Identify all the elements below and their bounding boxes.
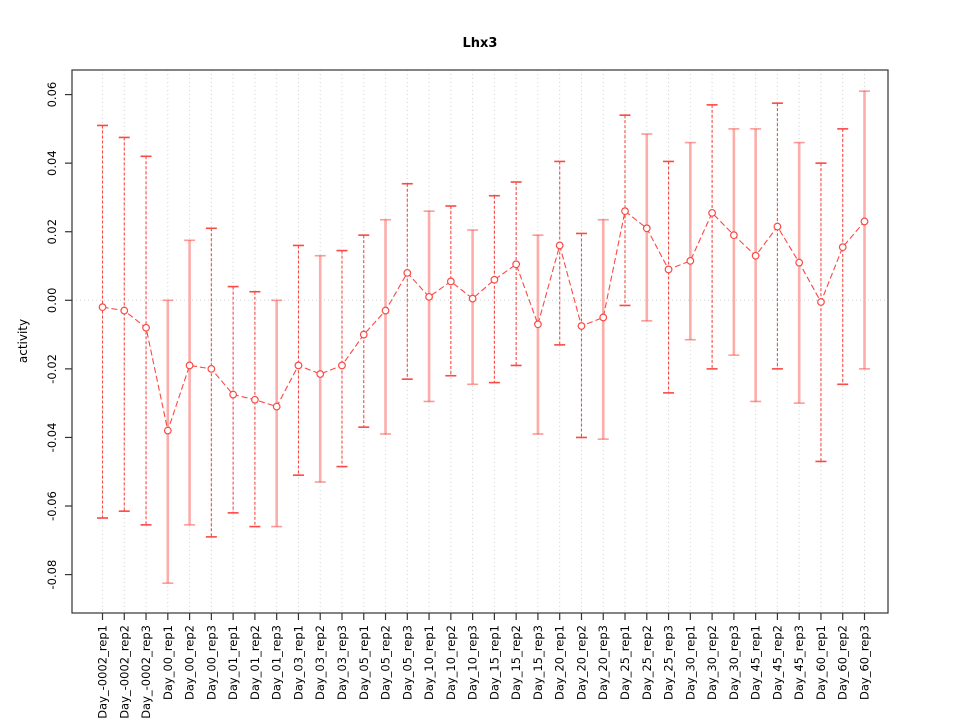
x-tick-label: Day_-0002_rep1 [96,625,110,719]
x-tick-label: Day_25_rep2 [640,625,654,700]
data-point [642,224,651,233]
x-tick-label: Day_15_rep1 [487,625,501,700]
x-tick-label: Day_25_rep3 [662,625,676,700]
data-point [490,275,499,284]
x-tick-label: Day_03_rep1 [291,625,305,700]
x-tick-label: Day_03_rep2 [313,625,327,700]
data-point [425,292,433,301]
y-axis-title: activity [16,319,30,363]
data-point [446,277,455,286]
data-point [860,217,869,226]
x-tick-label: Day_30_rep2 [705,625,719,700]
data-point [381,306,390,315]
y-tick-label: 0.02 [45,219,59,245]
data-point [185,361,194,370]
data-point [338,361,346,370]
data-point [316,370,325,378]
x-tick-label: Day_-0002_rep3 [139,625,153,719]
x-tick-label: Day_03_rep3 [335,625,349,700]
x-tick-label: Day_60_rep2 [836,625,850,700]
x-tick-label: Day_10_rep3 [466,625,480,700]
x-tick-label: Day_60_rep3 [858,625,872,700]
y-tick-label: 0.06 [45,82,59,108]
data-point [163,426,172,435]
data-point [817,298,825,306]
x-tick-label: Day_20_rep1 [553,625,567,700]
x-tick-label: Day_10_rep2 [444,625,458,700]
x-tick-label: Day_20_rep2 [574,625,588,700]
x-tick-label: Day_45_rep2 [770,625,784,700]
data-point [708,208,716,217]
data-point [272,402,281,411]
x-tick-label: Day_45_rep1 [749,625,763,700]
x-tick-label: Day_05_rep3 [400,625,414,700]
y-tick-label: -0.06 [45,491,59,521]
data-point [98,303,107,312]
data-point [599,313,608,322]
data-point [359,330,368,339]
y-tick-label: -0.02 [45,354,59,384]
data-point [751,251,760,260]
data-point [512,260,521,269]
data-point [534,320,542,329]
data-point [229,390,238,399]
plot-box [71,69,889,614]
data-point [838,243,847,252]
x-tick-label: Day_20_rep3 [596,625,610,700]
data-point [686,256,695,265]
data-point [795,258,804,267]
x-tick-label: Day_01_rep2 [248,625,262,700]
data-point [555,241,564,250]
x-tick-label: Day_05_rep2 [379,625,393,700]
data-point [468,294,477,303]
y-tick-label: 0.04 [45,150,59,176]
data-point [142,323,150,332]
y-tick-label: -0.04 [45,423,59,453]
data-point [664,265,673,274]
data-point [403,268,412,277]
x-tick-label: Day_10_rep1 [422,625,436,700]
x-tick-label: Day_15_rep2 [509,625,523,700]
y-tick-label: 0.00 [45,287,59,313]
x-tick-label: Day_00_rep1 [161,625,175,700]
data-point [207,364,216,373]
data-point [729,231,738,240]
data-point [120,306,129,315]
x-tick-label: Day_45_rep3 [792,625,806,700]
x-tick-label: Day_01_rep1 [226,625,240,700]
chart-generated-content: -0.08 -0.06 -0.04 -0.02 0.00 0.02 0.04 0.06 Day_… [45,69,889,719]
data-point [250,395,259,404]
chart-title: Lhx3 [463,36,498,51]
x-tick-label: Day_15_rep3 [531,625,545,700]
x-tick-label: Day_25_rep1 [618,625,632,700]
data-point [773,222,782,231]
x-tick-label: Day_60_rep1 [814,625,828,700]
x-tick-label: Day_30_rep1 [683,625,697,700]
data-point [621,207,629,216]
x-tick-label: Day_30_rep3 [727,625,741,700]
y-tick-label: -0.08 [45,560,59,590]
x-tick-label: Day_-0002_rep2 [117,625,131,719]
x-tick-label: Day_00_rep3 [204,625,218,700]
x-tick-label: Day_05_rep1 [357,625,371,700]
x-tick-label: Day_01_rep3 [270,625,284,700]
x-tick-label: Day_00_rep2 [183,625,197,700]
series-line [102,210,865,433]
data-point [577,322,586,330]
data-point [294,361,303,370]
